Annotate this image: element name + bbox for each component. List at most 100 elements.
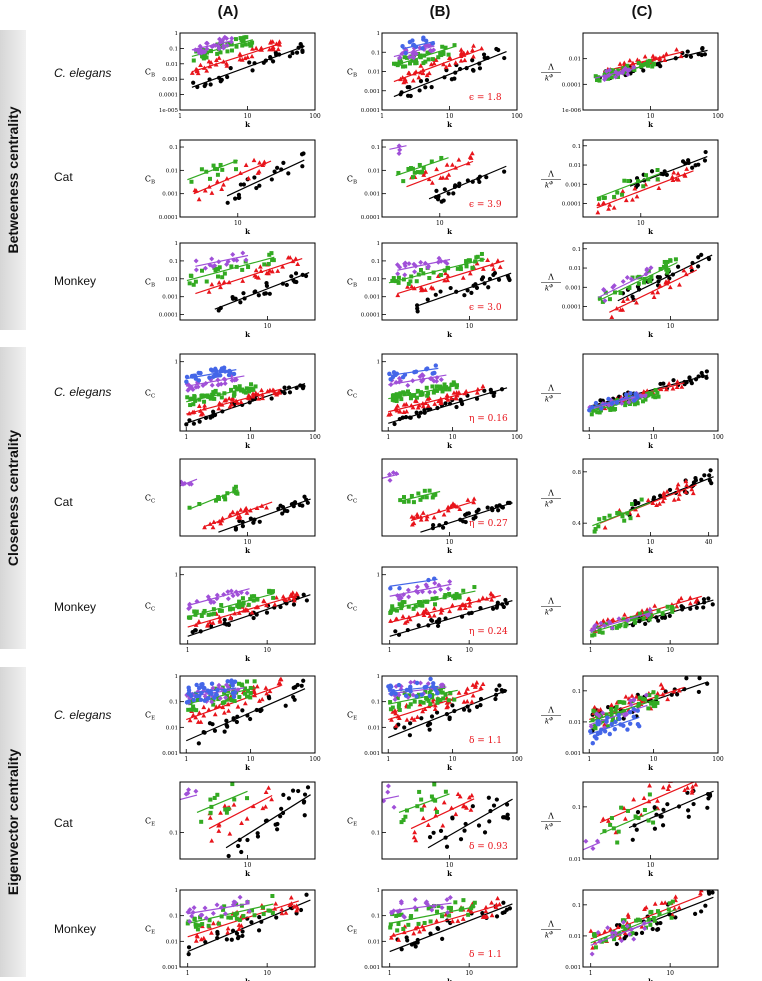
- data-point-red: [454, 504, 460, 509]
- data-point-red: [388, 618, 393, 623]
- data-point-green: [647, 792, 652, 797]
- data-point-purple: [429, 376, 435, 382]
- data-point-red: [409, 283, 415, 289]
- data-point-green: [442, 268, 447, 273]
- x-tick-label: 10: [263, 647, 271, 654]
- data-point-black: [658, 493, 663, 498]
- data-point-red: [218, 810, 223, 815]
- data-point-green: [219, 395, 224, 400]
- y-tick-label: 1: [175, 888, 179, 894]
- data-point-black: [186, 951, 191, 957]
- data-point-purple: [644, 612, 650, 618]
- data-point-black: [224, 937, 229, 942]
- x-tick-label: 1: [184, 434, 188, 441]
- data-point-purple: [405, 694, 411, 700]
- data-point-red: [659, 900, 665, 905]
- data-point-green: [410, 175, 415, 180]
- data-point-red: [216, 55, 222, 60]
- data-point-green: [234, 386, 239, 391]
- data-point-red: [238, 507, 244, 512]
- data-point-red: [460, 601, 466, 607]
- data-point-green: [400, 600, 405, 605]
- y-axis-label-denominator: kΦ: [545, 608, 553, 617]
- x-axis-label: k: [245, 546, 250, 555]
- data-point-black: [670, 272, 676, 277]
- data-point-red: [194, 932, 200, 938]
- y-axis-label-denominator: kΦ: [545, 717, 553, 726]
- data-point-green: [631, 616, 636, 621]
- data-point-purple: [606, 619, 612, 625]
- fit-line-purple: [195, 254, 249, 267]
- y-tick-label: 0.001: [364, 89, 380, 95]
- data-point-red: [424, 513, 430, 519]
- data-point-red: [216, 823, 222, 828]
- data-point-red: [253, 390, 259, 395]
- data-point-black: [459, 401, 465, 407]
- plot-area: [388, 894, 513, 953]
- data-point-black: [504, 907, 510, 912]
- data-point-black: [464, 511, 470, 516]
- data-point-green: [641, 616, 646, 621]
- data-point-green: [649, 275, 654, 280]
- data-point-red: [450, 501, 456, 506]
- data-point-green: [415, 804, 420, 809]
- data-point-red: [652, 603, 658, 608]
- data-point-green: [243, 42, 248, 47]
- data-point-red: [417, 702, 423, 707]
- data-point-red: [676, 905, 682, 910]
- data-point-red: [256, 396, 261, 401]
- fit-line-red: [191, 43, 280, 73]
- data-point-blue: [625, 727, 630, 732]
- data-point-green: [423, 689, 428, 694]
- data-point-red: [415, 405, 421, 410]
- data-point-red: [249, 610, 255, 615]
- data-point-purple: [609, 934, 615, 940]
- data-point-red: [455, 918, 461, 923]
- data-point-green: [422, 53, 427, 58]
- x-tick-label: 10: [465, 647, 473, 654]
- data-point-black: [663, 689, 668, 694]
- data-point-red: [275, 46, 281, 52]
- data-point-green: [596, 524, 601, 529]
- data-point-red: [609, 314, 615, 319]
- data-point-green: [198, 915, 203, 920]
- data-point-green: [616, 829, 621, 834]
- data-point-red: [462, 57, 468, 63]
- data-point-red: [652, 901, 658, 906]
- data-point-green: [607, 405, 612, 410]
- data-point-black: [279, 806, 284, 811]
- data-point-black: [291, 685, 296, 690]
- data-point-green: [655, 168, 660, 173]
- data-point-blue: [602, 729, 608, 734]
- data-point-red: [445, 703, 451, 709]
- data-point-black: [632, 823, 637, 828]
- data-point-purple: [185, 909, 191, 915]
- data-point-red: [665, 696, 671, 702]
- data-point-black: [481, 52, 487, 57]
- data-point-black: [286, 796, 292, 801]
- data-point-green: [642, 807, 647, 812]
- data-point-black: [239, 849, 244, 855]
- data-point-red: [414, 398, 419, 404]
- data-point-red: [675, 171, 681, 176]
- data-point-black: [184, 422, 189, 427]
- data-point-purple: [407, 54, 413, 60]
- data-point-black: [656, 279, 661, 284]
- data-point-purple: [444, 897, 450, 903]
- data-point-red: [465, 596, 471, 601]
- data-point-green: [401, 277, 406, 282]
- data-point-red: [227, 512, 233, 517]
- data-point-black: [685, 49, 690, 54]
- data-point-blue: [624, 392, 629, 397]
- data-point-green: [222, 690, 227, 695]
- data-point-purple: [600, 710, 606, 716]
- data-point-green: [655, 700, 660, 705]
- data-point-black: [280, 810, 286, 816]
- data-point-red: [625, 296, 631, 301]
- x-tick-label: 1: [380, 113, 384, 120]
- data-point-red: [293, 256, 299, 261]
- fit-line-black: [629, 155, 708, 187]
- data-point-red: [295, 261, 301, 267]
- x-axis-label: k: [648, 977, 653, 981]
